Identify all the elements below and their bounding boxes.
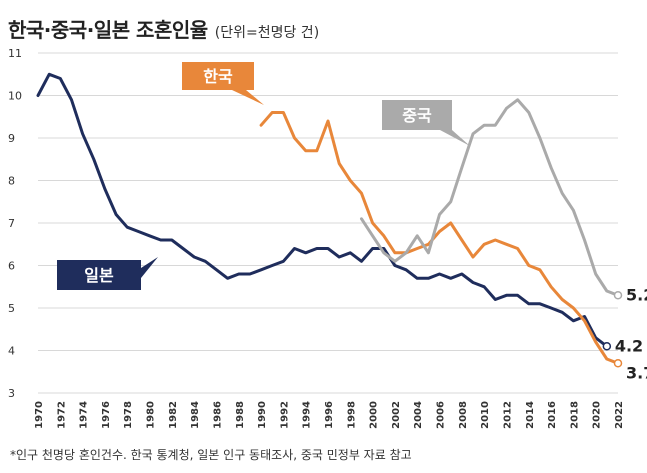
series-line-china: [360, 98, 620, 297]
series-tag-label-china: 중국: [402, 106, 432, 125]
x-tick-label: 1992: [279, 401, 290, 429]
x-tick-label: 1976: [101, 401, 112, 429]
end-label-china: 5.2: [626, 285, 647, 304]
y-tick-label: 6: [8, 260, 15, 273]
y-tick-label: 10: [8, 90, 22, 103]
x-tick-label: 1974: [79, 401, 90, 429]
x-axis: 1970 1972 1974 1976 1978 1980 1982 1984 1986 1988…: [34, 401, 625, 429]
chart-title-main: 한국·중국·일본 조혼인율: [8, 18, 208, 42]
end-label-korea: 3.7: [626, 363, 647, 382]
end-marker-japan: [602, 342, 612, 351]
x-tick-label: 1998: [346, 401, 357, 429]
x-tick-label: 1970: [34, 401, 45, 429]
y-tick-label: 3: [8, 387, 15, 400]
y-tick-label: 8: [8, 175, 15, 188]
series-tag-pointer-korea: [232, 90, 264, 105]
series-lines: 4.2 3.7 5.2: [36, 72, 647, 382]
y-tick-label: 11: [8, 47, 22, 60]
y-axis: 3 4 5 6 7 8 9 10 11: [8, 47, 22, 400]
chart-title: 한국·중국·일본 조혼인율 (단위=천명당 건): [8, 14, 319, 43]
x-tick-label: 2004: [413, 401, 424, 429]
chart-unit: (단위=천명당 건): [214, 25, 320, 41]
x-tick-label: 1994: [302, 401, 313, 429]
series-tag-box-japan: [57, 260, 141, 290]
x-tick-label: 2012: [502, 401, 513, 429]
x-tick-label: 2000: [369, 401, 380, 429]
series-tag-pointer-japan: [141, 257, 158, 278]
series-tag-korea: 한국: [182, 62, 264, 105]
y-tick-label: 9: [8, 132, 15, 145]
x-tick-label: 1982: [168, 401, 179, 429]
series-tag-china: 중국: [382, 100, 470, 146]
end-label-japan: 4.2: [615, 336, 643, 355]
x-tick-label: 2006: [436, 401, 447, 429]
series-tag-label-korea: 한국: [203, 67, 233, 86]
x-tick-label: 2002: [391, 401, 402, 429]
x-tick-label: 2016: [547, 401, 558, 429]
series-line-korea: [259, 111, 620, 365]
series-tag-japan: 일본: [57, 257, 158, 290]
x-tick-label: 2022: [614, 401, 625, 429]
footnote: *인구 천명당 혼인건수. 한국 통계청, 일본 인구 동태조사, 중국 민정부…: [10, 448, 412, 462]
x-tick-label: 2014: [525, 401, 536, 429]
x-tick-label: 1978: [123, 401, 134, 429]
y-tick-label: 7: [8, 217, 15, 230]
series-tag-box-korea: [182, 62, 254, 90]
series-tag-pointer-china: [440, 130, 470, 146]
x-tick-label: 1972: [56, 401, 67, 429]
y-tick-label: 5: [8, 302, 15, 315]
x-tick-label: 1988: [235, 401, 246, 429]
x-tick-label: 2010: [480, 401, 491, 429]
x-tick-label: 2020: [592, 401, 603, 429]
end-marker-china: [613, 291, 623, 300]
x-tick-label: 1990: [257, 401, 268, 429]
series-line-japan: [36, 72, 609, 348]
x-tick-label: 2018: [569, 401, 580, 429]
series-tag-label-japan: 일본: [84, 266, 114, 285]
series-tag-box-china: [382, 100, 452, 130]
x-tick-label: 2008: [458, 401, 469, 429]
x-tick-label: 1980: [146, 401, 157, 429]
x-tick-label: 1986: [212, 401, 223, 429]
y-tick-label: 4: [8, 345, 15, 358]
x-tick-label: 1984: [190, 401, 201, 429]
x-tick-label: 1996: [324, 401, 335, 429]
grid-lines: [38, 52, 618, 394]
end-marker-korea: [613, 359, 623, 368]
